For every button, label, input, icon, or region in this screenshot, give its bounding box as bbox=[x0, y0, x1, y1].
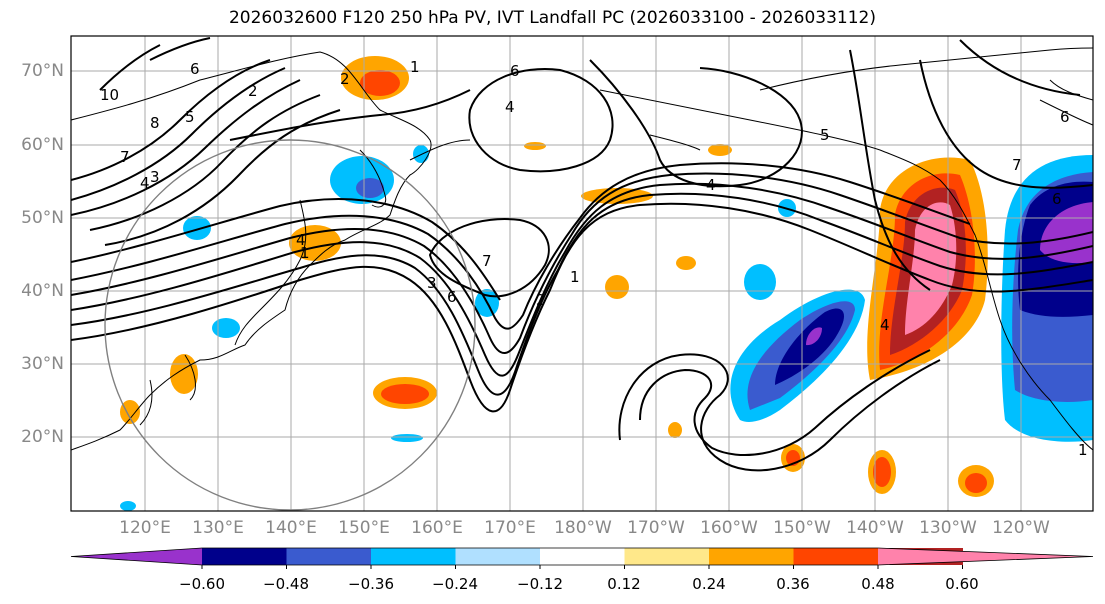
lon-label: 120°W bbox=[992, 518, 1050, 538]
contour-label: 6 bbox=[1060, 108, 1070, 126]
negative-anomaly-region bbox=[775, 308, 845, 385]
negative-anomaly-region bbox=[212, 318, 240, 338]
contour-label: 7 bbox=[482, 252, 492, 270]
positive-anomaly-region bbox=[120, 400, 140, 424]
contour-label: 2 bbox=[248, 82, 258, 100]
lat-label: 30°N bbox=[21, 354, 64, 374]
contour-label: 1 bbox=[570, 268, 580, 286]
negative-anomaly-region bbox=[120, 501, 136, 511]
lat-label: 50°N bbox=[21, 208, 64, 228]
lon-label: 160°W bbox=[700, 518, 758, 538]
colorbar-swatch bbox=[709, 548, 794, 565]
positive-anomaly-region bbox=[905, 202, 957, 335]
contour-label: 3 bbox=[427, 274, 437, 292]
colorbar-tick-label: 0.24 bbox=[692, 575, 726, 593]
contour-label: 5 bbox=[820, 126, 830, 144]
contour-label: 2 bbox=[536, 291, 546, 309]
contour-label: 4 bbox=[296, 231, 306, 249]
contour-label: 8 bbox=[150, 114, 160, 132]
contour-label: 4 bbox=[505, 98, 515, 116]
lat-label: 70°N bbox=[21, 61, 64, 81]
contour-label: 7 bbox=[1012, 156, 1022, 174]
contour-label: 1 bbox=[300, 244, 310, 262]
pc-shading bbox=[120, 56, 1093, 511]
contour-label: 5 bbox=[185, 108, 195, 126]
positive-anomaly-region bbox=[605, 275, 629, 299]
contour-label: 1 bbox=[1078, 441, 1088, 459]
lon-label: 130°E bbox=[192, 518, 244, 538]
contour-label: 6 bbox=[190, 60, 200, 78]
contour-label: 3 bbox=[150, 168, 160, 186]
colorbar-tick-label: 0.60 bbox=[945, 575, 979, 593]
positive-anomaly-region bbox=[524, 142, 546, 150]
colorbar bbox=[70, 547, 1094, 569]
lon-label: 140°W bbox=[846, 518, 904, 538]
map-frame bbox=[70, 35, 1094, 512]
colorbar-tick-label: −0.12 bbox=[517, 575, 563, 593]
lon-label: 170°E bbox=[484, 518, 536, 538]
colorbar-tick-label: −0.60 bbox=[179, 575, 225, 593]
colorbar-swatch bbox=[624, 548, 710, 565]
lon-label: 140°E bbox=[265, 518, 317, 538]
contour-labels: 10 8 6 2 5 4 7 3 1 6 4 2 1 4 7 3 6 2 5 4… bbox=[100, 58, 1088, 459]
colorbar-tick-label: 0.36 bbox=[776, 575, 810, 593]
colorbar-extend-min bbox=[71, 548, 202, 565]
pv-contours bbox=[71, 37, 1093, 472]
lon-label: 130°W bbox=[919, 518, 977, 538]
positive-anomaly-region bbox=[360, 70, 400, 96]
contour-label: 1 bbox=[410, 58, 420, 76]
negative-anomaly-region bbox=[413, 145, 429, 163]
negative-anomaly-region bbox=[356, 178, 384, 198]
range-circle bbox=[104, 139, 476, 511]
lon-label: 150°W bbox=[773, 518, 831, 538]
negative-anomaly-region bbox=[391, 434, 423, 442]
lon-label: 150°E bbox=[338, 518, 390, 538]
colorbar-swatch bbox=[540, 548, 625, 565]
contour-label: 4 bbox=[706, 176, 716, 194]
negative-anomaly-region bbox=[744, 264, 776, 300]
positive-anomaly-region bbox=[676, 256, 696, 270]
contour-label: 6 bbox=[1052, 190, 1062, 208]
contour-label: 6 bbox=[510, 62, 520, 80]
positive-anomaly-region bbox=[965, 473, 987, 493]
negative-anomaly-region bbox=[806, 327, 822, 346]
contour-label: 10 bbox=[100, 86, 119, 104]
positive-anomaly-region bbox=[668, 422, 682, 438]
contour-label: 6 bbox=[447, 288, 457, 306]
lon-label: 120°E bbox=[119, 518, 171, 538]
lat-label: 60°N bbox=[21, 135, 64, 155]
colorbar-swatch bbox=[793, 548, 879, 565]
contour-label: 7 bbox=[120, 148, 130, 166]
positive-anomaly-region bbox=[708, 144, 732, 156]
colorbar-extend-max bbox=[878, 548, 1093, 565]
positive-anomaly-region bbox=[381, 384, 429, 404]
lon-label: 180°W bbox=[554, 518, 612, 538]
lon-label: 170°W bbox=[627, 518, 685, 538]
lon-label: 160°E bbox=[411, 518, 463, 538]
positive-anomaly-region bbox=[289, 225, 341, 261]
colorbar-swatch bbox=[371, 548, 456, 565]
lat-label: 20°N bbox=[21, 427, 64, 447]
negative-anomaly-region bbox=[183, 216, 211, 240]
colorbar-tick-label: 0.48 bbox=[861, 575, 895, 593]
colorbar-tick-label: −0.48 bbox=[263, 575, 309, 593]
contour-label: 4 bbox=[140, 174, 150, 192]
colorbar-swatch bbox=[455, 548, 541, 565]
colorbar-tick-label: −0.36 bbox=[348, 575, 394, 593]
lat-label: 40°N bbox=[21, 281, 64, 301]
colorbar-tick-label: −0.24 bbox=[432, 575, 478, 593]
colorbar-swatch bbox=[202, 548, 287, 565]
colorbar-tick-label: 0.12 bbox=[607, 575, 641, 593]
negative-anomaly-region bbox=[1040, 202, 1093, 264]
colorbar-swatch bbox=[286, 548, 372, 565]
contour-label: 4 bbox=[880, 316, 890, 334]
contour-label: 2 bbox=[340, 70, 350, 88]
positive-anomaly-region bbox=[873, 457, 891, 487]
map-title: 2026032600 F120 250 hPa PV, IVT Landfall… bbox=[228, 8, 876, 28]
